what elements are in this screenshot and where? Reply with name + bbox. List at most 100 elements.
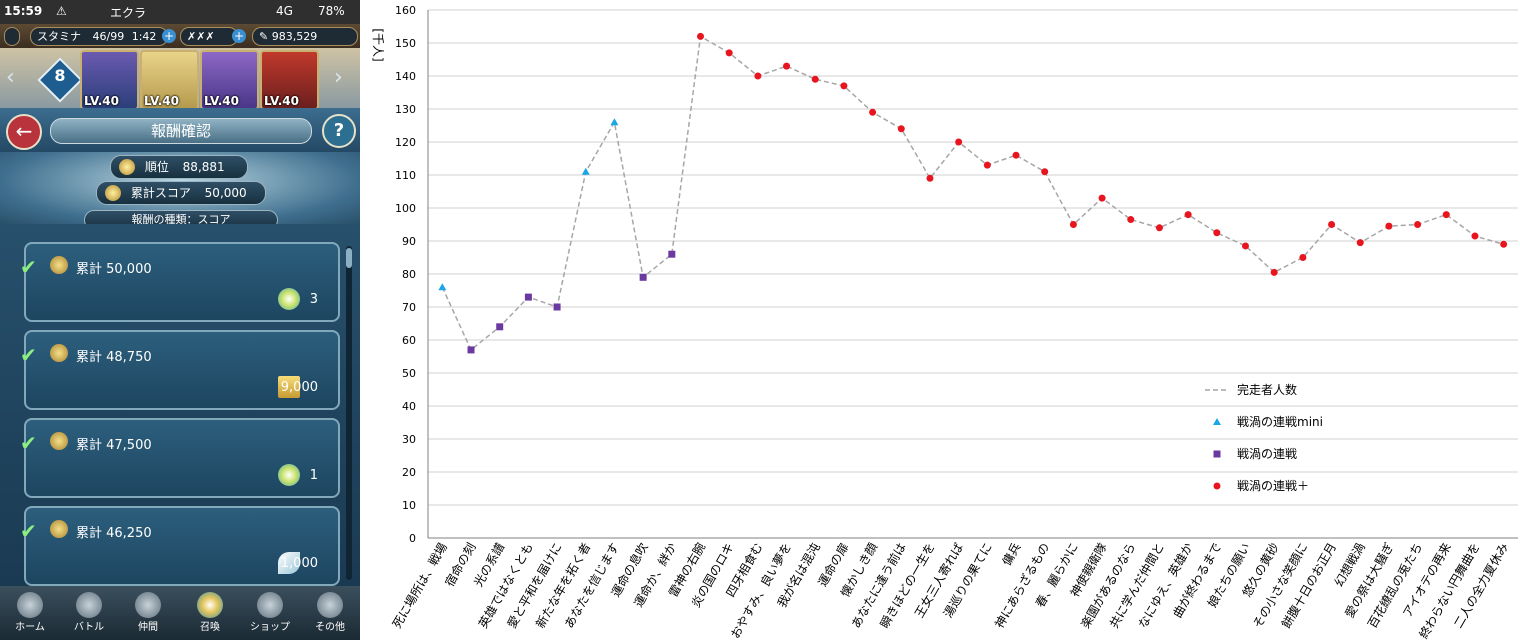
data-point	[1184, 211, 1192, 219]
feather-pill: ✎ 983,529	[252, 27, 358, 46]
orb-icon	[4, 27, 20, 46]
feather-count: 983,529	[271, 30, 318, 43]
data-point	[1328, 221, 1336, 228]
resource-bar: スタミナ 46/99 1:42 + ✗✗✗ + ✎ 983,529	[0, 24, 360, 48]
y-axis-label: [千人]	[371, 28, 385, 61]
data-point	[1155, 224, 1163, 232]
y-tick-label: 80	[402, 268, 416, 281]
y-tick-label: 10	[402, 499, 416, 512]
nav-label: バトル	[73, 622, 105, 633]
score-medal-icon	[50, 344, 68, 362]
legend-label: 戦渦の連戦＋	[1237, 478, 1309, 493]
reward-amount: 9,000	[280, 380, 318, 395]
scrollbar-thumb[interactable]	[346, 248, 352, 268]
nav-label: ショップ	[250, 622, 290, 633]
checkmark-icon: ✔	[20, 519, 37, 543]
score-pill: 累計スコア 50,000	[96, 181, 266, 205]
home-icon	[17, 592, 43, 618]
add-swords-button[interactable]: +	[232, 29, 246, 43]
data-point	[1242, 242, 1249, 250]
hero-portrait[interactable]: LV.40	[80, 50, 139, 110]
help-button[interactable]: ?	[322, 114, 356, 148]
reward-threshold: 累計 50,000	[76, 262, 152, 277]
hero-portrait[interactable]: LV.40	[200, 50, 259, 110]
data-markers	[438, 32, 1508, 354]
data-point	[1069, 221, 1077, 228]
y-tick-label: 100	[395, 202, 416, 215]
reward-card[interactable]: 累計 50,000 3	[24, 242, 340, 322]
nav-shop[interactable]: ショップ	[242, 590, 298, 638]
y-tick-label: 20	[402, 466, 416, 479]
checkmark-icon: ✔	[20, 343, 37, 367]
reward-threshold: 累計 46,250	[76, 526, 152, 541]
badge-item-icon	[278, 376, 300, 398]
data-point	[1500, 240, 1508, 248]
data-point	[697, 32, 704, 40]
rank-pill: 順位 88,881	[110, 155, 248, 179]
allies-icon	[135, 592, 161, 618]
data-point	[869, 108, 877, 116]
y-tick-label: 40	[402, 400, 416, 413]
data-point	[1127, 216, 1135, 224]
reward-threshold: 累計 48,750	[76, 350, 152, 365]
back-arrow-icon[interactable]: ←	[6, 114, 42, 150]
status-app-name: エクラ	[110, 6, 147, 20]
hero-portrait[interactable]: LV.40	[260, 50, 319, 110]
rank-label: 順位	[144, 160, 169, 174]
bottom-nav: ホーム バトル 仲間 召喚 ショップ その他	[0, 586, 360, 640]
data-point	[1356, 239, 1364, 247]
y-tick-label: 70	[402, 301, 416, 314]
team-next-button[interactable]: ›	[334, 65, 343, 90]
score-label: 累計スコア	[130, 186, 191, 200]
finishers-line-chart: 0 10 20 30 40 50 60 70 80 90 100 110 120 130 140 150 160…	[371, 4, 1518, 640]
reward-list[interactable]: 累計 50,000 3 ✔ 累計 48,750 9,000 ✔ 累計 47,50…	[0, 224, 360, 586]
x-axis: 死に場所は、戦場宿命の刻光の系譜英雄ではなくとも愛と平和を届けに新たな年を拓く者…	[390, 537, 1518, 640]
nav-allies[interactable]: 仲間	[120, 590, 176, 638]
battle-icon	[76, 592, 102, 618]
x-tick-label: 死に場所は、戦場	[390, 541, 450, 631]
hero-portrait[interactable]: LV.40	[140, 50, 199, 110]
stamina-timer: 1:42	[131, 30, 157, 43]
reward-card[interactable]: 累計 46,250 1,000	[24, 506, 340, 586]
data-point	[811, 75, 819, 83]
data-point	[983, 161, 991, 169]
nav-label: 召喚	[200, 622, 220, 633]
data-point	[610, 118, 619, 126]
nav-summon[interactable]: 召喚	[182, 590, 238, 638]
x-tick-label: 傭兵	[999, 540, 1024, 568]
score-medal-icon	[50, 432, 68, 450]
gear-icon	[317, 592, 343, 618]
nav-other[interactable]: その他	[302, 590, 358, 638]
chart-gridlines	[428, 9, 1518, 539]
stamina-value: 46/99	[92, 30, 125, 43]
nav-label: その他	[315, 622, 345, 633]
data-point	[1385, 222, 1393, 230]
data-point	[438, 283, 447, 291]
reward-scrollbar[interactable]	[346, 246, 352, 580]
data-point	[1299, 254, 1307, 261]
summon-icon	[197, 592, 223, 618]
network-label: 4G	[276, 4, 293, 18]
score-medal-icon	[50, 256, 68, 274]
orb-item-icon	[278, 464, 300, 486]
reward-card[interactable]: 累計 48,750 9,000	[24, 330, 340, 410]
nav-label: ホーム	[15, 622, 45, 633]
data-point	[581, 167, 590, 175]
reward-threshold: 累計 47,500	[76, 438, 152, 453]
nav-battle[interactable]: バトル	[61, 590, 117, 638]
reward-card[interactable]: 累計 47,500 1	[24, 418, 340, 498]
score-medal-icon	[105, 185, 121, 201]
status-bar: 15:59 ⚠ エクラ 4G 78%	[0, 0, 360, 24]
duel-swords-icon: ✗✗✗	[180, 27, 238, 46]
y-tick-label: 110	[395, 169, 416, 182]
score-medal-icon	[50, 520, 68, 538]
legend-swatch	[1213, 418, 1221, 425]
hero-level: LV.40	[84, 94, 119, 108]
add-stamina-button[interactable]: +	[162, 29, 176, 43]
data-point	[725, 49, 733, 57]
data-point	[1012, 151, 1020, 159]
nav-home[interactable]: ホーム	[2, 590, 58, 638]
data-point	[1414, 221, 1422, 228]
team-prev-button[interactable]: ‹	[6, 65, 15, 90]
